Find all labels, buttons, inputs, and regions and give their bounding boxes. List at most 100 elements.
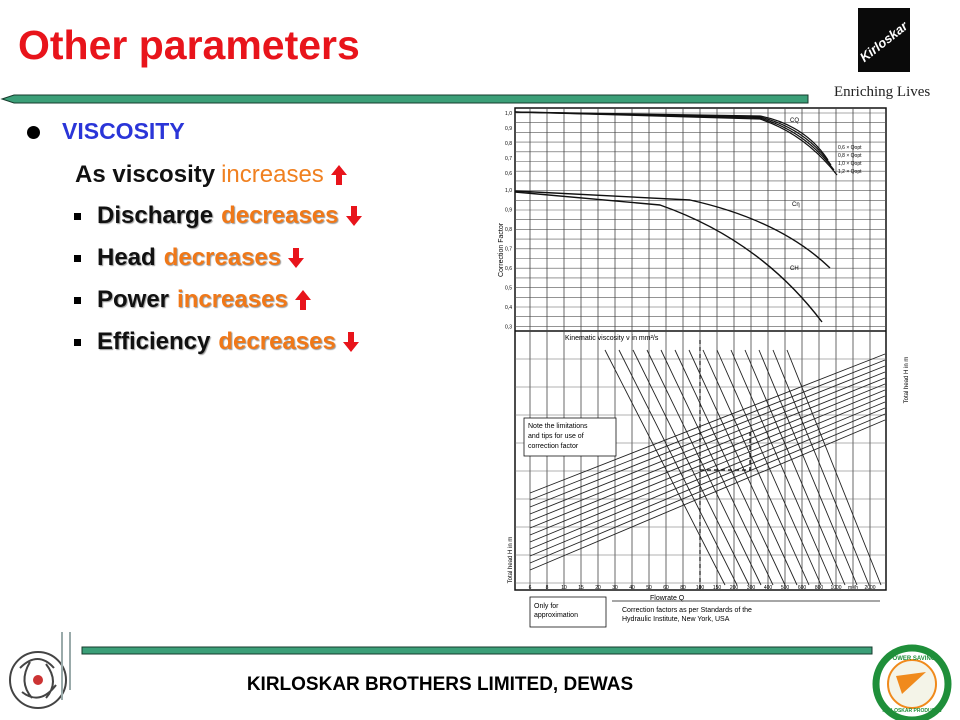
flow-tick-label: 20 xyxy=(595,585,601,591)
logo-box xyxy=(858,8,910,72)
viscosity-line xyxy=(716,349,822,586)
footnote-left: approximation xyxy=(534,612,578,619)
note-text: and tips for use of xyxy=(528,433,584,440)
viscosity-line xyxy=(702,349,810,586)
arrow-up xyxy=(294,290,311,310)
flow-tick-label: 2000 xyxy=(864,585,875,591)
viscosity-line xyxy=(632,349,750,586)
curve xyxy=(514,190,831,269)
curve-label: CQ xyxy=(790,118,799,124)
flow-tick-label: 10 xyxy=(561,585,567,591)
sub-bullet-marker xyxy=(74,254,81,262)
emblem xyxy=(9,632,71,709)
intro-change: increases xyxy=(221,161,324,188)
viscosity-line xyxy=(660,349,774,586)
flow-tick-label: 60 xyxy=(663,585,669,591)
flow-tick-label: 300 xyxy=(747,585,756,591)
curve-label: CH xyxy=(790,266,799,272)
footnote-box xyxy=(529,596,607,628)
tick-label: 0,3 xyxy=(505,325,512,331)
legend-label: 1,2 × Qopt xyxy=(838,169,862,175)
sub-bullet: Power increases xyxy=(74,286,312,314)
title-rule xyxy=(0,94,809,104)
footer-text: KIRLOSKAR BROTHERS LIMITED, DEWAS xyxy=(246,674,634,695)
tick-label: 1,0 xyxy=(505,188,512,194)
curve xyxy=(514,111,835,171)
flow-tick-label: 500 xyxy=(781,585,790,591)
flow-tick-label: 200 xyxy=(730,585,739,591)
head-line xyxy=(529,389,886,536)
tick-label: 0,9 xyxy=(505,126,512,132)
sub-bullet: Head decreases xyxy=(74,244,305,272)
flow-tick-label: 8 xyxy=(546,585,549,591)
sub-bullet-label: Discharge xyxy=(97,202,214,229)
curve-label: Cη xyxy=(792,202,800,208)
head-line xyxy=(529,395,886,543)
note-box xyxy=(523,417,617,457)
flow-tick-label: 150 xyxy=(713,585,722,591)
viscosity-line xyxy=(744,349,846,586)
flow-tick-label: m³/h xyxy=(848,585,858,591)
viscosity-label: Kinematic viscosity ν in mm²/s xyxy=(565,335,659,342)
viscosity-line xyxy=(758,349,858,586)
note-text: correction factor xyxy=(528,443,579,450)
curve xyxy=(514,111,838,176)
sub-bullet-change: decreases xyxy=(218,328,336,355)
curve xyxy=(514,111,832,166)
nomogram: 1,0 0,9 0,8 0,7 0,6 1,0 0,9 0,8 0,7 0,6 0,5 0,4 0,3 C… xyxy=(498,107,942,714)
head-line xyxy=(529,401,886,550)
head-line xyxy=(529,383,886,529)
flow-tick-label: 800 xyxy=(815,585,824,591)
sub-bullet-label: Head xyxy=(97,244,156,271)
flow-tick-label: 50 xyxy=(646,585,652,591)
badge-top: POWER SAVING xyxy=(889,656,936,662)
head-line xyxy=(529,413,886,564)
sub-bullet-change: decreases xyxy=(221,202,339,229)
viscosity-line xyxy=(772,349,870,586)
sub-bullet-marker xyxy=(74,212,81,220)
slide-title: Other parameters xyxy=(18,22,360,68)
tick-label: 0,6 xyxy=(505,171,512,177)
head-line xyxy=(529,365,886,508)
footer-rule xyxy=(81,646,873,655)
sub-bullet-label: Efficiency xyxy=(97,328,211,355)
note-text: Note the limitations xyxy=(528,423,588,430)
head-label: Total head H in m xyxy=(904,357,910,404)
tick-label: 0,5 xyxy=(505,286,512,292)
flow-tick-label: 1000 xyxy=(830,585,841,591)
bullet-heading: VISCOSITY xyxy=(62,118,185,144)
head-line xyxy=(529,353,886,494)
tick-label: 1,0 xyxy=(505,111,512,117)
viscosity-line xyxy=(604,349,726,586)
tick-label: 0,4 xyxy=(505,305,512,311)
legend-label: 1,0 × Qopt xyxy=(838,161,862,167)
badge xyxy=(872,644,952,720)
head-label: Total head H in m xyxy=(508,537,514,584)
tick-label: 0,8 xyxy=(505,227,512,233)
flow-tick-label: 400 xyxy=(764,585,773,591)
viscosity-line xyxy=(730,349,834,586)
head-line xyxy=(529,371,886,515)
tick-label: 0,6 xyxy=(505,266,512,272)
head-line xyxy=(529,419,886,571)
head-line xyxy=(529,407,886,557)
flow-tick-label: 80 xyxy=(680,585,686,591)
arrow-down xyxy=(288,248,305,268)
x-axis-label: Flowrate Q xyxy=(650,595,685,602)
flow-tick-label: 100 xyxy=(696,585,705,591)
axis-label: Correction Factor xyxy=(498,222,505,277)
curve xyxy=(514,191,823,323)
curve xyxy=(514,111,829,161)
flow-tick-label: 600 xyxy=(798,585,807,591)
tick-label: 0,7 xyxy=(505,156,512,162)
intro-text: As viscosity xyxy=(75,161,216,188)
flow-tick-label: 30 xyxy=(612,585,618,591)
tick-label: 0,9 xyxy=(505,208,512,214)
tick-label: 0,7 xyxy=(505,247,512,253)
sub-bullet: Efficiency decreases xyxy=(74,328,360,356)
sub-bullet: Discharge decreases xyxy=(74,202,363,230)
legend-label: 0,6 × Qopt xyxy=(838,145,862,151)
footnote-right: Hydraulic Institute, New York, USA xyxy=(622,616,730,623)
